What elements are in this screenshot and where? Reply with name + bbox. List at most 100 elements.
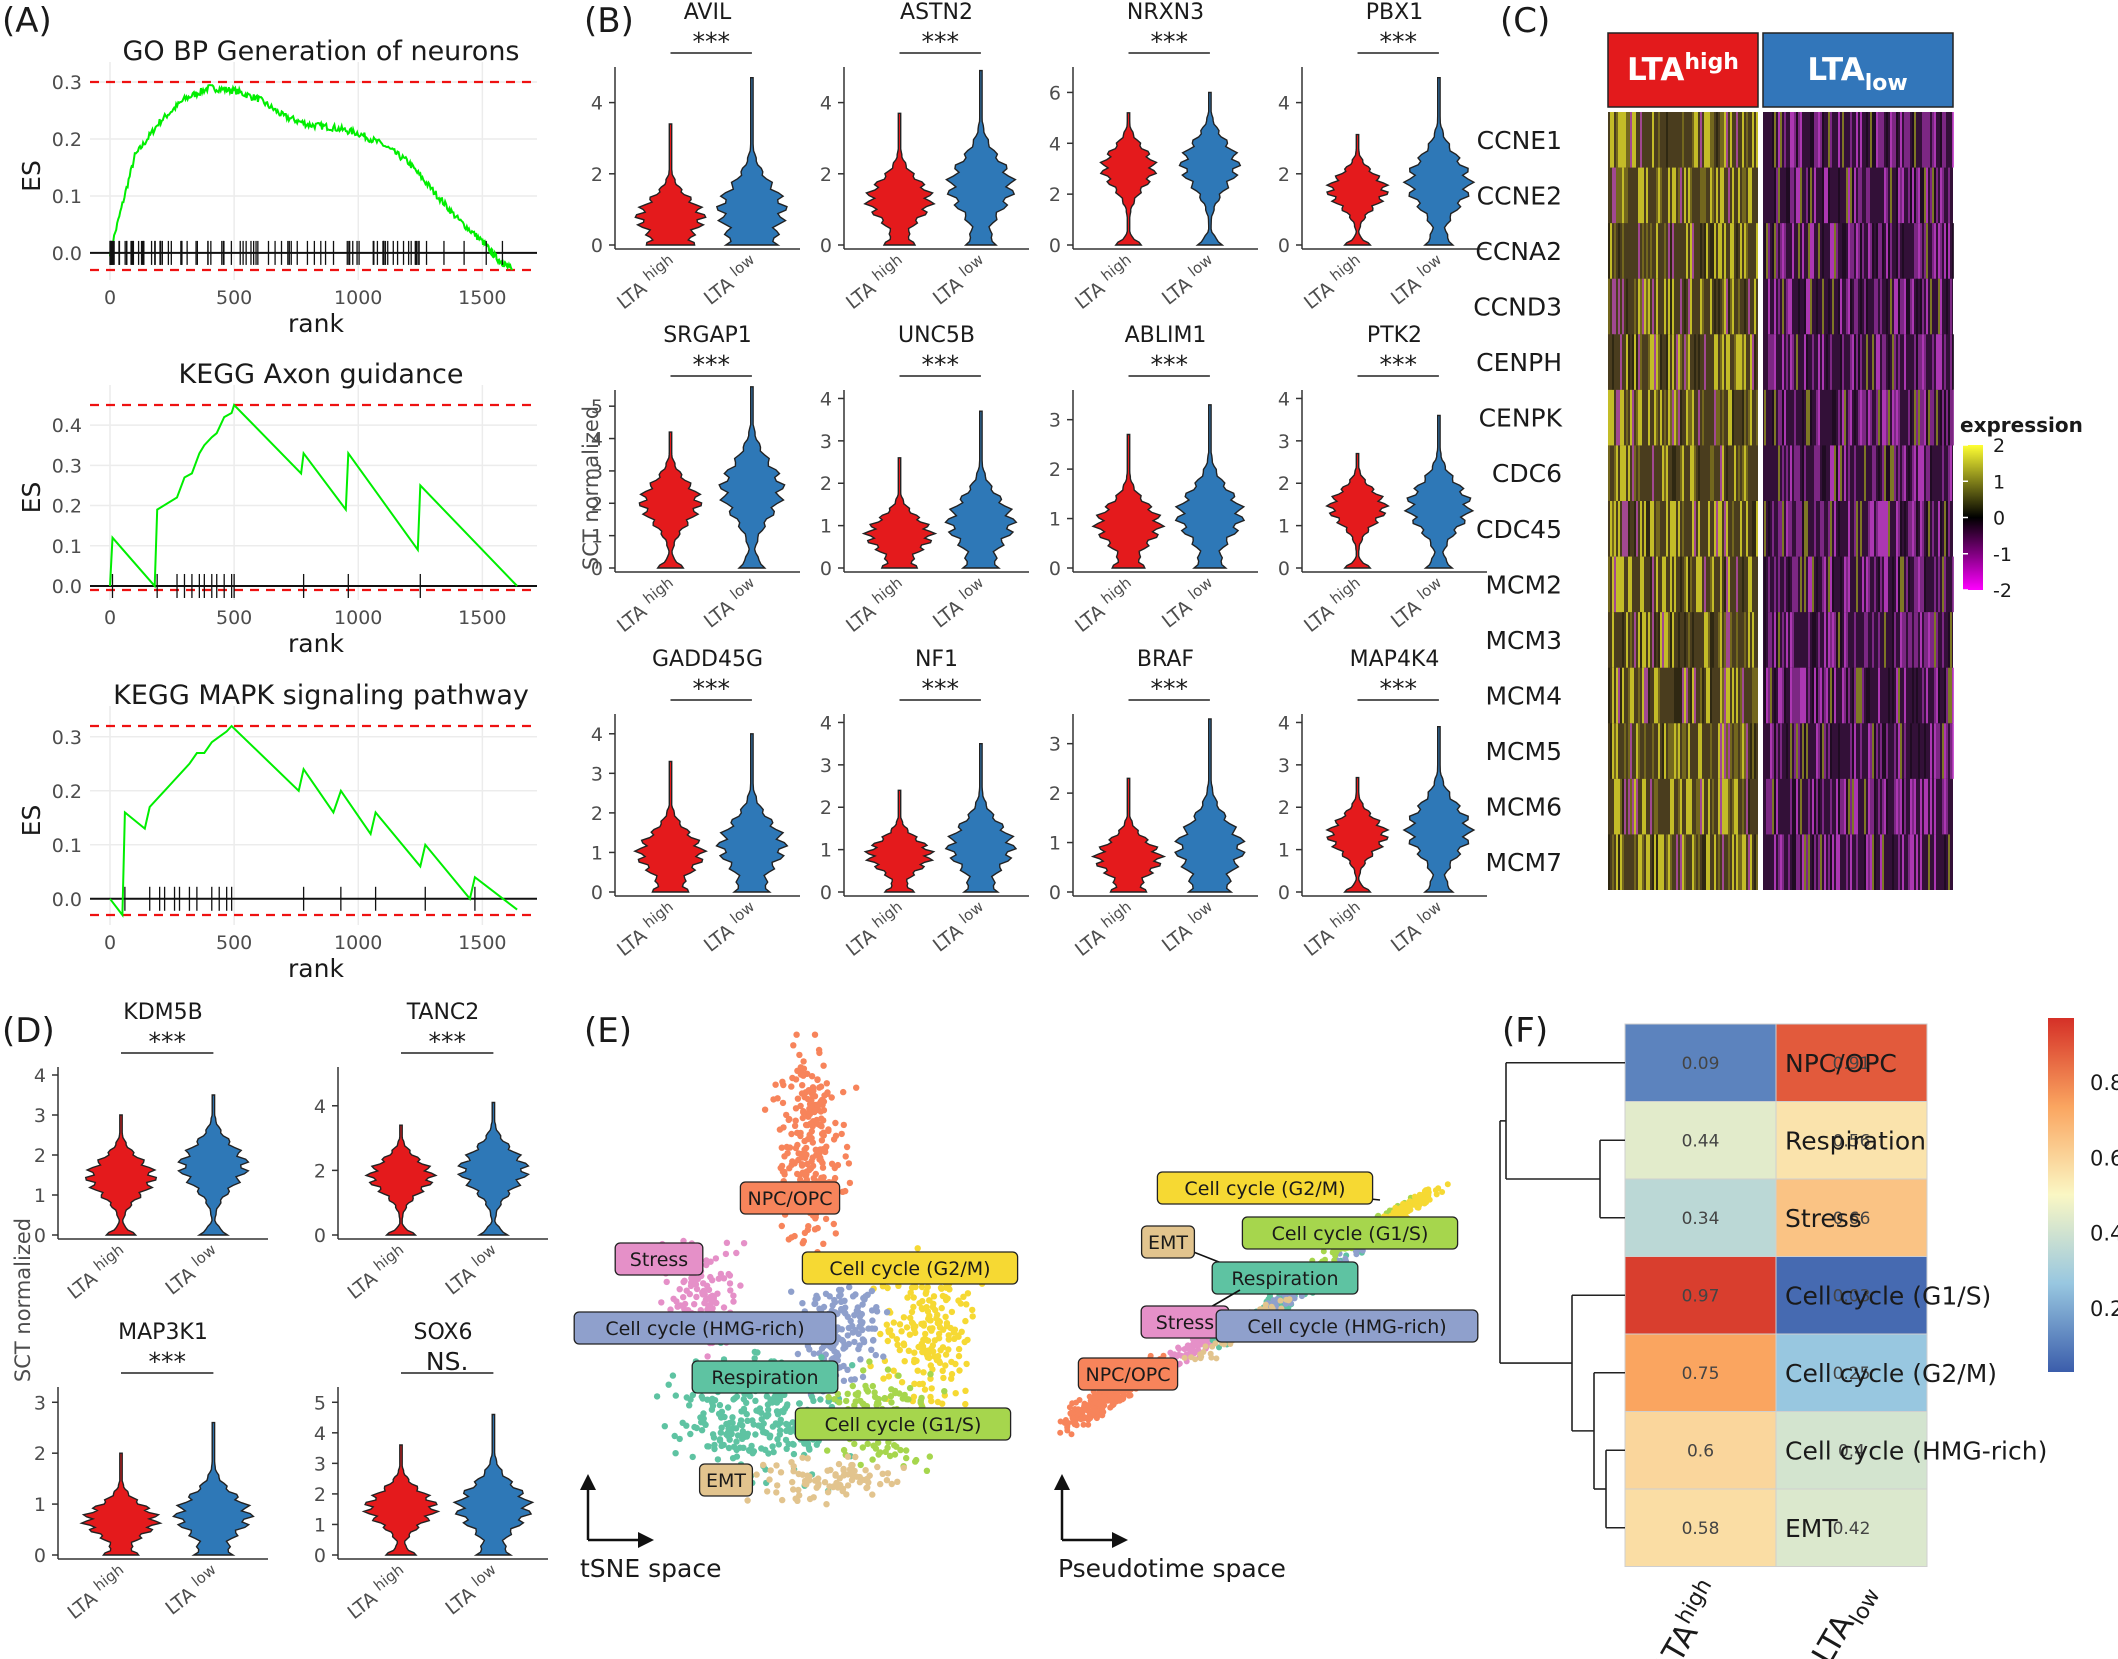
heat-cell-strip [1708, 834, 1710, 890]
heat-cell-strip [1640, 167, 1642, 224]
heat-cell-strip [1854, 612, 1856, 668]
heat-cell-strip [1924, 223, 1926, 279]
tsne-point [720, 1441, 727, 1449]
heat-cell-strip [1632, 667, 1634, 724]
heat-cell-strip [1700, 223, 1702, 279]
heat-cell-strip [1786, 334, 1788, 390]
heat-cell-strip [1882, 389, 1884, 446]
heat-cell-strip [1822, 223, 1824, 279]
violin-ytick: 0 [820, 882, 832, 904]
tsne-point [804, 1472, 811, 1479]
heat-cell-strip [1738, 278, 1740, 335]
tsne-point [801, 1480, 809, 1488]
heat-cell-strip [1690, 667, 1692, 724]
tsne-point [780, 1124, 787, 1131]
violin-ytick: 2 [314, 1484, 326, 1506]
heat-cell-strip [1770, 723, 1772, 779]
heat-cell-strip [1608, 667, 1610, 724]
heat-cell-strip [1704, 334, 1706, 390]
heat-cell-strip [1900, 778, 1902, 835]
pseudotime-point [1085, 1421, 1092, 1428]
heat-cell-strip [1912, 112, 1914, 168]
heat-cell-strip [1662, 723, 1664, 779]
cluster-label-p5: Stress [1156, 1312, 1214, 1334]
tsne-point [888, 1480, 895, 1488]
heat-cell-strip [1750, 167, 1752, 224]
heat-cell-strip [1892, 556, 1894, 613]
heat-cell-strip [1888, 445, 1890, 501]
tsne-point [676, 1286, 683, 1293]
tsne-point [800, 1072, 807, 1079]
heat-cell-strip [1730, 223, 1732, 279]
heat-cell-strip [1774, 778, 1776, 835]
heat-cell-strip [1692, 667, 1694, 724]
heat-cell-strip [1934, 778, 1936, 835]
tsne-point [956, 1367, 963, 1374]
heat-cell-strip [1938, 278, 1940, 335]
sig-label: *** [921, 27, 959, 56]
heat-cell-strip [1792, 778, 1794, 835]
tsne-point [852, 1453, 859, 1461]
pseudotime-point [1413, 1199, 1419, 1205]
heat-cell-strip [1690, 778, 1692, 835]
tsne-point [832, 1132, 840, 1140]
tsne-point [812, 1146, 819, 1154]
tsne-point [885, 1373, 893, 1380]
tsne-point [864, 1440, 871, 1448]
heat-cell-strip [1702, 667, 1704, 724]
heat-cell-strip [1656, 223, 1658, 279]
heat-f-value: 0.42 [1833, 1519, 1871, 1539]
heat-cell-strip [1872, 723, 1874, 779]
sig-label: *** [1379, 674, 1417, 703]
heat-cell-strip [1916, 167, 1918, 224]
heat-cell-strip [1892, 112, 1894, 168]
heat-cell-strip [1874, 445, 1876, 501]
tsne-point [712, 1255, 720, 1262]
heat-legend-tick: -2 [1993, 580, 2012, 602]
heat-cell-strip [1616, 723, 1618, 779]
xlabel-lta-high: LTA high [611, 897, 682, 960]
xlabel-lta-low: LTA low [927, 573, 992, 632]
gsea-xtick: 500 [216, 607, 252, 629]
tsne-point [797, 1132, 804, 1140]
tsne-point [939, 1367, 946, 1375]
heat-cell-strip [1636, 723, 1638, 779]
violin-ytick: 4 [314, 1096, 326, 1118]
col-sup: high [1672, 1575, 1718, 1629]
heat-cell-strip [1640, 389, 1642, 446]
heat-cell-strip [1726, 778, 1728, 835]
tsne-point [808, 1128, 815, 1135]
heat-cell-strip [1930, 445, 1932, 501]
violin-high [634, 123, 707, 246]
heat-cell-strip [1614, 723, 1616, 779]
heat-cell-strip [1644, 612, 1646, 668]
heat-cell-strip [1668, 612, 1670, 668]
heat-cell-strip [1732, 223, 1734, 279]
tsne-point [893, 1336, 900, 1343]
tsne-point [771, 1393, 778, 1400]
heat-cell-strip [1930, 167, 1932, 224]
heat-cell-strip [1820, 834, 1822, 890]
tsne-point [672, 1450, 679, 1457]
tsne-point [868, 1287, 876, 1295]
heat-cell-strip [1928, 112, 1930, 168]
tsne-point [797, 1102, 804, 1110]
heat-cell-strip [1608, 556, 1610, 613]
heat-cell-strip [1846, 167, 1848, 224]
heat-cell-strip [1850, 834, 1852, 890]
tsne-point [807, 1120, 814, 1127]
tsne-point [783, 1445, 790, 1453]
violin-ytick: 0 [1278, 882, 1290, 904]
heat-cell-strip [1706, 112, 1708, 168]
heat-cell-strip [1710, 278, 1712, 335]
heat-cell-strip [1802, 501, 1804, 557]
tsne-point [955, 1297, 962, 1304]
heat-cell-strip [1738, 167, 1740, 224]
heat-cell-strip [1624, 501, 1626, 557]
tsne-point [751, 1348, 758, 1356]
heat-cell-strip [1898, 501, 1900, 557]
heat-cell-strip [1720, 723, 1722, 779]
heat-row-label: CCNA2 [1475, 237, 1562, 266]
